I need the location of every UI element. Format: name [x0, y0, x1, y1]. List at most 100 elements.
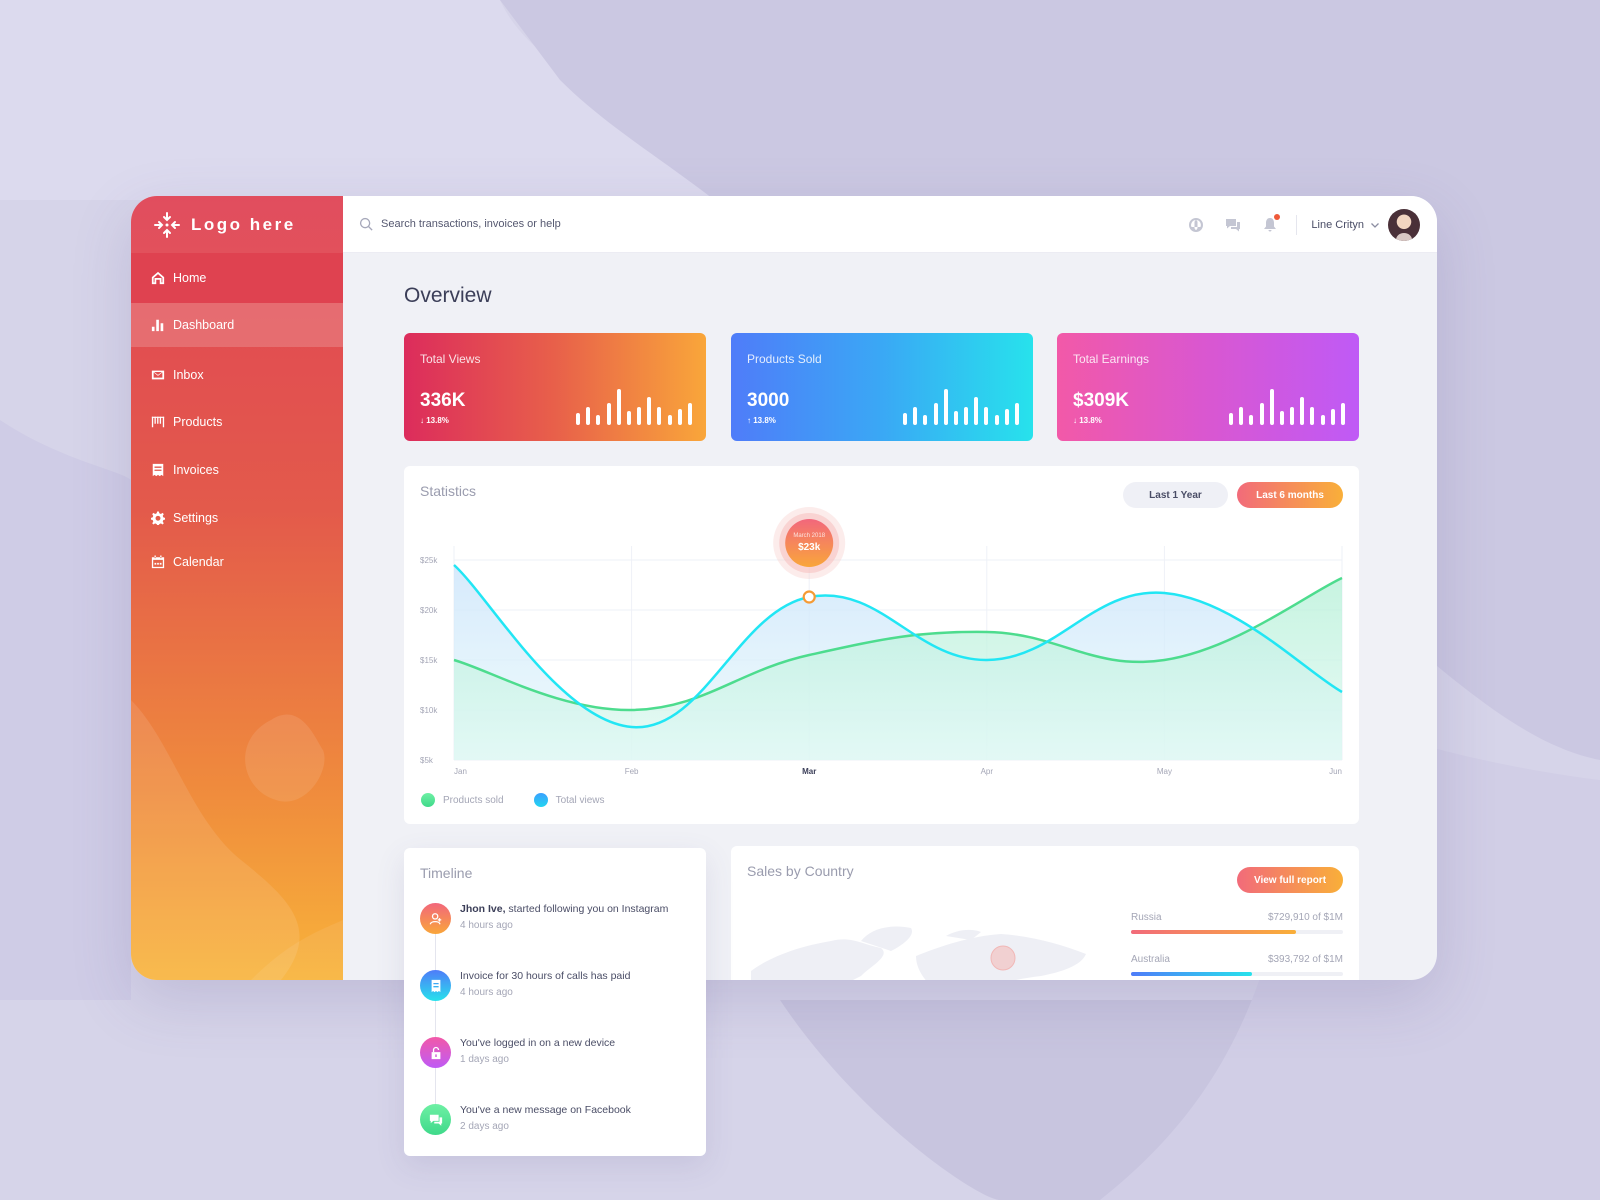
mini-bar — [943, 389, 948, 425]
mini-bar — [1300, 397, 1305, 425]
sidebar-item-label: Home — [173, 271, 207, 285]
view-full-report-button[interactable]: View full report — [1237, 867, 1343, 893]
sidebar-item-settings[interactable]: Settings — [131, 496, 343, 540]
timeline-text: You've logged in on a new device — [460, 1037, 616, 1049]
panel-title: Sales by Country — [747, 863, 854, 879]
search-bar — [359, 217, 879, 231]
bell-icon — [1264, 217, 1277, 231]
stat-change: ↓ 13.8% — [1073, 416, 1102, 425]
panel-title: Timeline — [420, 865, 473, 881]
chat-icon — [1226, 218, 1241, 231]
mini-bar — [1239, 407, 1244, 425]
sidebar-item-calendar[interactable]: Calendar — [131, 540, 343, 584]
stat-card-products-sold[interactable]: Products Sold 3000 ↑ 13.8% — [731, 333, 1033, 441]
timeline-time: 2 days ago — [460, 1121, 509, 1132]
mini-bar — [596, 415, 601, 425]
notification-badge — [1274, 213, 1281, 220]
mini-bar — [1341, 403, 1345, 425]
sidebar-decoration — [131, 700, 343, 980]
search-input[interactable] — [381, 218, 801, 230]
arrow-up-icon: ↑ — [747, 416, 754, 425]
mini-bar-chart — [570, 381, 692, 425]
timeline-icon-bg — [420, 970, 451, 1001]
progress-track — [1131, 930, 1343, 934]
mini-bar-chart — [1223, 381, 1345, 425]
globe-button[interactable] — [1188, 217, 1204, 233]
chat-button[interactable] — [1225, 217, 1241, 233]
stat-label: Products Sold — [747, 352, 822, 366]
sidebar-item-label: Inbox — [173, 368, 204, 382]
chart-legend: Products sold Total views — [421, 793, 635, 807]
mini-bar — [933, 403, 938, 425]
gear-icon — [151, 511, 165, 525]
world-map[interactable] — [741, 906, 1101, 980]
stat-label: Total Earnings — [1073, 352, 1150, 366]
chevron-down-icon[interactable] — [1370, 220, 1380, 230]
stat-value: 3000 — [747, 390, 790, 411]
timeline-icon-bg — [420, 1104, 451, 1135]
statistics-chart[interactable]: $5k $10k $15k $20k $25k Jan Feb Mar Apr May Jun M… — [404, 466, 1359, 824]
sidebar-item-home[interactable]: Home — [131, 253, 343, 303]
sidebar-item-label: Calendar — [173, 555, 224, 569]
statistics-panel: Statistics Last 1 Year Last 6 months — [404, 466, 1359, 824]
notifications-button[interactable] — [1262, 213, 1281, 233]
sidebar-item-inbox[interactable]: Inbox — [131, 353, 343, 397]
logo-text: Logo here — [191, 214, 296, 234]
svg-text:Jun: Jun — [1329, 767, 1342, 776]
app-window: Logo here Home Dashboard Inbox Products … — [131, 196, 1437, 980]
last-1-year-button[interactable]: Last 1 Year — [1123, 482, 1228, 508]
mini-bar — [575, 413, 580, 425]
sidebar-item-dashboard[interactable]: Dashboard — [131, 303, 343, 347]
mini-bar — [994, 415, 999, 425]
mini-bar — [657, 407, 662, 425]
sidebar-item-products[interactable]: Products — [131, 400, 343, 444]
stat-label: Total Views — [420, 352, 481, 366]
calendar-icon — [151, 555, 165, 569]
globe-icon — [1189, 217, 1204, 232]
mini-bar — [616, 389, 621, 425]
page-title: Overview — [404, 284, 492, 307]
user-name[interactable]: Line Crityn — [1311, 218, 1364, 231]
main-content: Overview Total Views 336K ↓ 13.8% Produc… — [343, 253, 1437, 980]
last-6-months-button[interactable]: Last 6 months — [1237, 482, 1343, 508]
sidebar-item-label: Settings — [173, 511, 219, 525]
sidebar: Logo here Home Dashboard Inbox Products … — [131, 196, 343, 980]
mini-bar — [1249, 415, 1254, 425]
legend-dot-green — [421, 793, 435, 807]
mini-bar — [964, 407, 969, 425]
mini-bar — [953, 411, 958, 425]
stat-card-total-views[interactable]: Total Views 336K ↓ 13.8% — [404, 333, 706, 441]
stat-value: $309K — [1073, 390, 1129, 411]
arrow-down-icon: ↓ — [420, 416, 427, 425]
topbar-divider — [1296, 214, 1298, 235]
sidebar-item-label: Products — [173, 415, 223, 429]
avatar[interactable] — [1388, 208, 1420, 241]
message-icon — [429, 1114, 442, 1126]
invoice-icon — [431, 979, 440, 992]
stat-card-total-earnings[interactable]: Total Earnings $309K ↓ 13.8% — [1057, 333, 1359, 441]
arrow-down-icon: ↓ — [1073, 416, 1080, 425]
svg-text:March 2018: March 2018 — [793, 533, 825, 539]
sidebar-item-label: Dashboard — [173, 318, 235, 332]
legend-total-views[interactable]: Total views — [533, 793, 605, 807]
svg-text:$5k: $5k — [420, 756, 434, 765]
mini-bar — [637, 407, 642, 425]
search-icon — [359, 217, 373, 231]
timeline-icon-bg — [420, 1037, 451, 1068]
timeline-icon-bg — [420, 903, 451, 934]
mini-bar — [974, 397, 979, 425]
mini-bar — [626, 411, 631, 425]
mini-bar — [1015, 403, 1019, 425]
mini-bar — [667, 415, 672, 425]
stat-value: 336K — [420, 390, 466, 411]
logo[interactable]: Logo here — [131, 196, 343, 253]
sales-by-country-panel: Sales by Country View full report Russia… — [731, 846, 1359, 980]
svg-text:$23k: $23k — [798, 542, 821, 553]
progress-fill — [1131, 930, 1297, 934]
country-value: $729,910 of $1M — [1267, 912, 1343, 923]
svg-text:Jan: Jan — [454, 767, 467, 776]
sidebar-item-invoices[interactable]: Invoices — [131, 448, 343, 492]
legend-products-sold[interactable]: Products sold — [421, 793, 504, 807]
legend-dot-blue — [533, 793, 548, 807]
sidebar-item-label: Invoices — [173, 463, 219, 477]
